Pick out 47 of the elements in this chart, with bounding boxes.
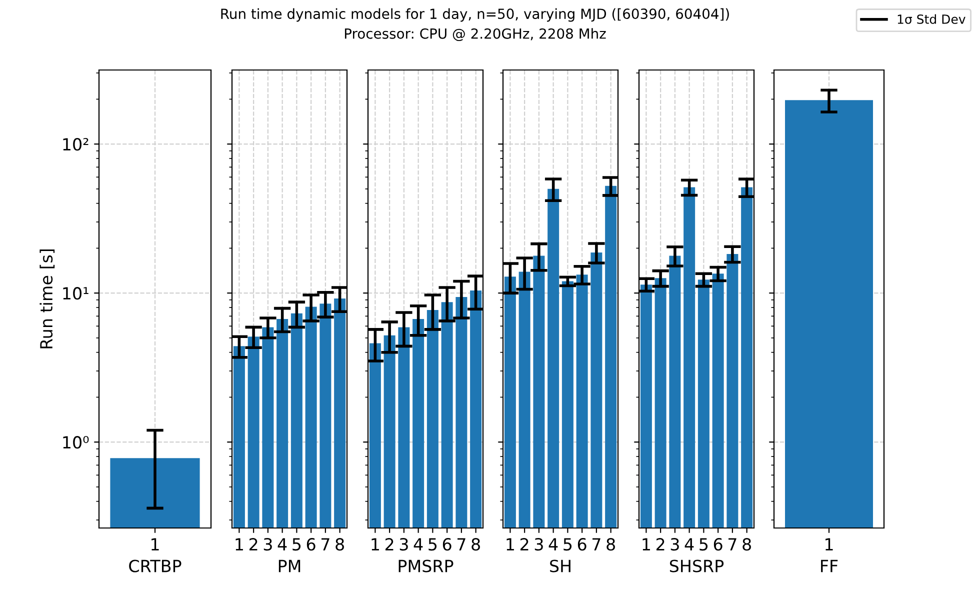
x-axis-title: PM [278,560,300,572]
text: Processor: CPU @ 2.20GHz, 2208 Mhz [344,28,606,42]
x-tick-label: 3 [534,538,543,551]
x-tick-label: 3 [670,538,679,551]
x-tick-label: 7 [728,538,736,550]
x-tick-label: 5 [292,538,301,551]
x-tick-label: 3 [400,538,408,551]
x-tick-label: 1 [506,538,514,550]
x-tick-label: 4 [414,538,423,550]
x-axis-title: PMSRP [398,560,454,572]
x-axis-title: FF [821,560,838,572]
x-tick-label: 1 [152,538,159,550]
x-tick-label: 8 [472,538,480,551]
x-tick-label: 1 [642,538,650,550]
x-tick-label: 1 [826,538,833,550]
x-tick-label: 6 [714,538,722,551]
x-tick-label: 2 [249,538,258,550]
x-tick-label: 2 [520,538,528,550]
y-axis-title: Run time [s] [40,249,55,348]
x-tick-label: 1 [236,538,243,550]
x-tick-label: 4 [684,538,694,550]
x-tick-label: 7 [592,538,600,550]
x-axis-title: SH [550,560,570,572]
x-tick-label: 8 [336,538,344,551]
x-tick-label: 8 [742,538,751,551]
y-tick-label: 10⁰ [63,436,89,449]
x-tick-label: 6 [442,538,452,551]
x-tick-label: 2 [385,538,394,550]
x-axis-title: SHSRP [670,560,724,572]
x-tick-label: 5 [564,538,572,551]
x-tick-label: 4 [548,538,558,550]
x-tick-label: 5 [428,538,437,551]
x-axis-title: CRTBP [129,560,182,572]
x-tick-label: 6 [306,538,316,551]
text: 1σ Std Dev [898,14,966,24]
y-tick-label: 10¹ [63,287,88,300]
x-tick-label: 8 [606,538,615,551]
text: Run time dynamic models for 1 day, n=50, varying MJD ([60390, 60404]) [221,8,729,22]
y-tick-label: 10² [63,138,88,151]
x-tick-label: 1 [372,538,379,550]
x-tick-label: 6 [578,538,586,551]
x-tick-label: 7 [322,538,330,550]
x-tick-label: 7 [458,538,466,550]
x-tick-label: 2 [656,538,664,550]
x-tick-label: 3 [264,538,272,551]
x-tick-label: 4 [278,538,287,550]
x-tick-label: 5 [700,538,708,551]
